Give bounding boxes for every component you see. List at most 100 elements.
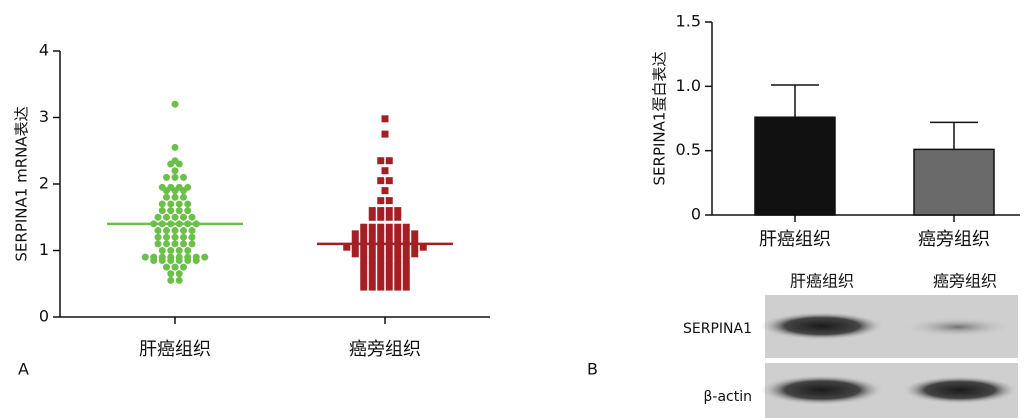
- data-dot: [386, 264, 393, 271]
- data-dot: [369, 250, 376, 257]
- panel-label: B: [587, 360, 598, 379]
- data-dot: [176, 207, 183, 214]
- data-dot: [176, 161, 183, 168]
- y-tick-label: 2: [39, 174, 49, 193]
- data-dot: [386, 207, 393, 214]
- y-tick-label: 0: [691, 205, 701, 224]
- data-dot: [163, 234, 170, 241]
- data-dot: [360, 284, 367, 291]
- data-dot: [377, 257, 384, 264]
- data-dot: [167, 277, 174, 284]
- data-dot: [411, 250, 418, 257]
- data-dot: [386, 177, 393, 184]
- data-dot: [172, 194, 179, 201]
- data-dot: [377, 264, 384, 271]
- data-dot: [172, 187, 179, 194]
- panel-label: A: [18, 360, 29, 379]
- data-dot: [172, 101, 179, 108]
- data-dot: [377, 270, 384, 277]
- data-dot: [377, 250, 384, 257]
- data-dot: [180, 187, 187, 194]
- data-dot: [377, 284, 384, 291]
- data-dot: [155, 240, 162, 247]
- blot-band: [903, 317, 1013, 337]
- data-dot: [382, 115, 389, 122]
- data-dot: [386, 224, 393, 231]
- data-dot: [163, 214, 170, 221]
- data-dot: [159, 257, 166, 264]
- data-dot: [352, 230, 359, 237]
- data-dot: [163, 264, 170, 271]
- data-dot: [176, 270, 183, 277]
- data-dot: [150, 257, 157, 264]
- data-dot: [172, 174, 179, 181]
- data-dot: [360, 230, 367, 237]
- data-dot: [377, 177, 384, 184]
- data-dot: [180, 214, 187, 221]
- data-dot: [369, 284, 376, 291]
- data-dot: [167, 207, 174, 214]
- data-dot: [163, 240, 170, 247]
- data-dot: [163, 174, 170, 181]
- x-tick-label: 癌旁组织: [349, 339, 421, 360]
- data-dot: [172, 264, 179, 271]
- data-dot: [403, 264, 410, 271]
- data-dot: [180, 264, 187, 271]
- data-dot: [155, 227, 162, 234]
- data-dot: [369, 264, 376, 271]
- data-dot: [377, 197, 384, 204]
- data-dot: [369, 230, 376, 237]
- data-dot: [184, 200, 191, 207]
- data-dot: [163, 227, 170, 234]
- data-dot: [369, 207, 376, 214]
- data-dot: [172, 227, 179, 234]
- data-dot: [172, 214, 179, 221]
- data-dot: [176, 200, 183, 207]
- data-dot: [403, 284, 410, 291]
- data-dot: [360, 264, 367, 271]
- data-dot: [167, 270, 174, 277]
- data-dot: [184, 257, 191, 264]
- data-dot: [394, 277, 401, 284]
- data-dot: [180, 227, 187, 234]
- x-tick-label: 肝癌组织: [759, 229, 831, 250]
- blot-band: [760, 312, 884, 340]
- data-dot: [403, 224, 410, 231]
- data-dot: [360, 277, 367, 284]
- data-dot: [411, 230, 418, 237]
- y-tick-label: 3: [39, 107, 49, 126]
- data-dot: [369, 277, 376, 284]
- data-dot: [155, 214, 162, 221]
- y-axis-label: SERPINA1蛋白表达: [651, 52, 669, 186]
- figure: A B 肝癌组织 癌旁组织 SERPINA1 β-actin 01234肝癌组织…: [0, 0, 1027, 418]
- data-dot: [180, 234, 187, 241]
- data-dot: [180, 194, 187, 201]
- data-dot: [163, 187, 170, 194]
- data-dot: [172, 240, 179, 247]
- data-dot: [180, 240, 187, 247]
- data-dot: [377, 157, 384, 164]
- y-tick-label: 0.5: [676, 140, 701, 159]
- data-dot: [382, 131, 389, 138]
- y-tick-label: 1: [39, 240, 49, 259]
- data-dot: [394, 207, 401, 214]
- y-tick-label: 4: [39, 41, 49, 60]
- data-dot: [377, 224, 384, 231]
- data-dot: [159, 247, 166, 254]
- data-dot: [163, 194, 170, 201]
- blot-band: [760, 375, 884, 405]
- data-dot: [386, 270, 393, 277]
- data-dot: [176, 277, 183, 284]
- data-dot: [403, 230, 410, 237]
- data-dot: [386, 250, 393, 257]
- data-dot: [369, 270, 376, 277]
- data-dot: [382, 187, 389, 194]
- y-axis-label: SERPINA1 mRNA表达: [13, 106, 31, 261]
- data-dot: [352, 250, 359, 257]
- data-dot: [394, 230, 401, 237]
- data-dot: [176, 247, 183, 254]
- data-dot: [377, 207, 384, 214]
- data-dot: [184, 207, 191, 214]
- data-dot: [386, 230, 393, 237]
- blot-column-label: 肝癌组织: [790, 272, 854, 291]
